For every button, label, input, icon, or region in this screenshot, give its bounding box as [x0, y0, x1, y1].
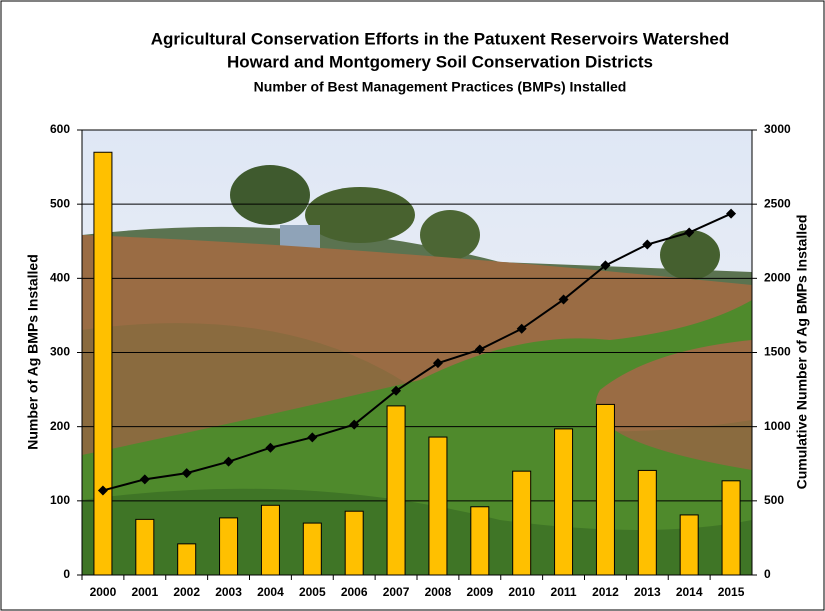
bar [637, 469, 657, 576]
bar [219, 517, 239, 576]
bar [428, 436, 448, 576]
line-marker [307, 432, 318, 443]
bar [595, 403, 615, 576]
y2-tick-label: 2500 [764, 196, 791, 210]
bar [554, 428, 574, 576]
bar [386, 405, 406, 576]
line-marker [349, 419, 360, 430]
y-tick-label: 200 [50, 419, 70, 433]
chart-subtitle: Number of Best Management Practices (BMP… [254, 79, 627, 95]
line-marker [391, 385, 402, 396]
bar [512, 470, 532, 576]
x-tick-label: 2004 [257, 585, 284, 599]
bar [344, 510, 364, 576]
line-marker [642, 239, 653, 250]
line-marker [265, 442, 276, 453]
x-tick-label: 2014 [676, 585, 703, 599]
line-marker [223, 456, 234, 467]
x-tick-label: 2002 [173, 585, 200, 599]
line [102, 212, 732, 492]
line-marker [432, 358, 443, 369]
bar [470, 506, 490, 576]
x-tick-label: 2005 [299, 585, 326, 599]
line-marker [516, 323, 527, 334]
x-tick-label: 2015 [718, 585, 745, 599]
x-tick-label: 2009 [466, 585, 493, 599]
line-marker [684, 227, 695, 238]
bar [135, 518, 155, 576]
y-tick-label: 600 [50, 122, 70, 136]
y-tick-label: 0 [63, 567, 70, 581]
line-marker [139, 474, 150, 485]
y2-tick-label: 3000 [764, 122, 791, 136]
x-tick-label: 2012 [592, 585, 619, 599]
line-marker [726, 208, 737, 219]
y-axis-title: Number of Ag BMPs Installed [25, 254, 41, 450]
bar [679, 514, 699, 576]
chart-title: Agricultural Conservation Efforts in the… [151, 29, 729, 48]
x-tick-label: 2011 [551, 585, 577, 599]
line-marker [600, 260, 611, 271]
y-tick-label: 500 [50, 196, 70, 210]
x-tick-label: 2010 [508, 585, 535, 599]
line-marker [97, 485, 108, 496]
bar [93, 151, 113, 576]
line-marker [558, 294, 569, 305]
chart-subtitle: Howard and Montgomery Soil Conservation … [227, 52, 653, 71]
line-marker [181, 468, 192, 479]
y2-axis-title: Cumulative Number of Ag BMPs Installed [794, 215, 810, 490]
x-tick-label: 2013 [634, 585, 661, 599]
y2-tick-label: 0 [764, 567, 771, 581]
y2-tick-label: 500 [764, 493, 784, 507]
bar [260, 504, 280, 576]
x-tick-label: 2007 [383, 585, 410, 599]
bar [177, 543, 197, 576]
y-tick-label: 400 [50, 271, 70, 285]
bar [302, 522, 322, 576]
y2-tick-label: 1500 [764, 345, 791, 359]
x-tick-label: 2003 [215, 585, 242, 599]
x-tick-label: 2008 [425, 585, 452, 599]
y-tick-label: 300 [50, 345, 70, 359]
x-tick-label: 2006 [341, 585, 368, 599]
y-tick-label: 100 [50, 493, 70, 507]
y2-tick-label: 1000 [764, 419, 791, 433]
line-marker [474, 344, 485, 355]
bar [721, 480, 741, 576]
x-tick-label: 2001 [131, 585, 158, 599]
x-tick-label: 2000 [90, 585, 117, 599]
y2-tick-label: 2000 [764, 271, 791, 285]
